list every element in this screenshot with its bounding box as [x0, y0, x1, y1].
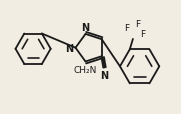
Text: N: N: [65, 43, 73, 53]
Text: N: N: [81, 23, 90, 33]
Text: F: F: [140, 30, 145, 39]
Text: CH₂N: CH₂N: [74, 65, 97, 74]
Text: F: F: [135, 19, 140, 28]
Text: F: F: [124, 23, 129, 32]
Text: N: N: [100, 70, 109, 80]
